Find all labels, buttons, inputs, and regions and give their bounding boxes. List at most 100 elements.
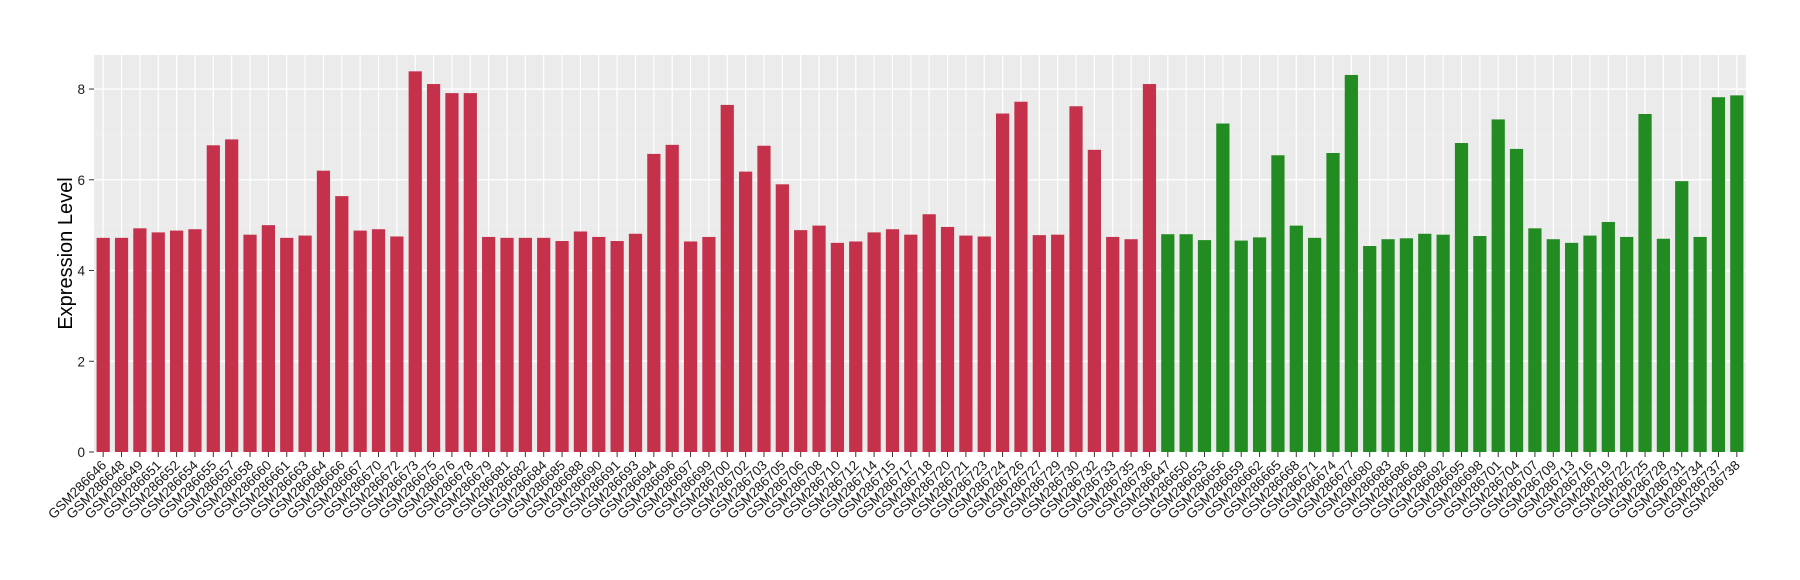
bar-GSM286701 bbox=[1491, 119, 1505, 452]
bar-GSM286734 bbox=[1693, 236, 1707, 452]
bar-GSM286684 bbox=[537, 237, 551, 452]
bar-GSM286647 bbox=[1161, 234, 1175, 452]
bar-GSM286726 bbox=[1014, 101, 1028, 452]
bar-GSM286682 bbox=[518, 237, 532, 452]
bar-GSM286720 bbox=[940, 226, 955, 452]
bar-GSM286723 bbox=[977, 236, 991, 452]
bar-GSM286676 bbox=[445, 93, 459, 452]
y-tick-label: 0 bbox=[77, 445, 85, 460]
y-axis: 0 2 4 6 8 bbox=[77, 82, 94, 460]
bar-GSM286736 bbox=[1142, 84, 1157, 452]
bar-GSM286693 bbox=[628, 233, 643, 452]
bar-GSM286735 bbox=[1124, 239, 1138, 452]
bar-GSM286665 bbox=[1271, 155, 1285, 452]
bar-GSM286662 bbox=[1252, 237, 1267, 452]
bar-GSM286728 bbox=[1656, 238, 1671, 452]
y-axis-title: Expression Level bbox=[55, 177, 77, 329]
bar-GSM286714 bbox=[867, 232, 881, 452]
bar-GSM286661 bbox=[280, 237, 294, 452]
bar-GSM286709 bbox=[1546, 239, 1560, 452]
bar-GSM286660 bbox=[261, 225, 275, 452]
bar-GSM286668 bbox=[1289, 225, 1303, 452]
bar-GSM286680 bbox=[1363, 246, 1377, 452]
bar-GSM286721 bbox=[959, 235, 973, 452]
bar-GSM286675 bbox=[426, 84, 441, 452]
bar-GSM286650 bbox=[1179, 234, 1193, 452]
bar-GSM286649 bbox=[133, 228, 147, 452]
bar-GSM286664 bbox=[316, 170, 331, 452]
bar-GSM286699 bbox=[702, 236, 716, 452]
bar-GSM286707 bbox=[1528, 228, 1542, 452]
bar-GSM286678 bbox=[463, 93, 477, 452]
bar-GSM286727 bbox=[1032, 235, 1046, 452]
bar-GSM286673 bbox=[408, 71, 422, 453]
y-tick-label: 6 bbox=[77, 173, 85, 188]
bar-GSM286686 bbox=[1399, 238, 1414, 452]
bar-GSM286653 bbox=[1197, 240, 1212, 452]
bar-GSM286670 bbox=[371, 229, 386, 452]
bar-GSM286732 bbox=[1087, 149, 1101, 452]
bar-GSM286724 bbox=[995, 113, 1010, 452]
bar-GSM286704 bbox=[1509, 148, 1524, 452]
bar-GSM286710 bbox=[830, 242, 845, 452]
bar-GSM286655 bbox=[206, 145, 220, 453]
bars bbox=[96, 71, 1744, 453]
plot-panel bbox=[94, 55, 1746, 452]
bar-GSM286657 bbox=[225, 139, 239, 452]
bar-GSM286700 bbox=[720, 104, 734, 452]
bar-GSM286659 bbox=[1234, 240, 1248, 452]
bar-GSM286705 bbox=[775, 184, 789, 452]
bar-GSM286681 bbox=[500, 237, 514, 452]
bar-GSM286713 bbox=[1565, 242, 1579, 452]
bar-GSM286706 bbox=[794, 230, 808, 452]
bar-GSM286712 bbox=[849, 241, 863, 452]
bar-GSM286679 bbox=[482, 236, 496, 452]
bar-GSM286697 bbox=[683, 241, 698, 452]
bar-GSM286715 bbox=[885, 229, 900, 452]
bar-GSM286719 bbox=[1601, 221, 1615, 452]
bar-GSM286690 bbox=[592, 236, 606, 452]
bar-GSM286667 bbox=[353, 230, 367, 452]
bar-GSM286702 bbox=[739, 171, 753, 453]
bar-GSM286730 bbox=[1069, 106, 1083, 452]
x-axis: GSM286646GSM286648GSM286649GSM286651GSM2… bbox=[45, 452, 1743, 522]
bar-GSM286733 bbox=[1106, 236, 1120, 452]
bar-GSM286696 bbox=[665, 144, 679, 452]
bar-GSM286694 bbox=[647, 153, 661, 452]
bar-GSM286651 bbox=[151, 232, 165, 452]
bar-GSM286652 bbox=[169, 230, 184, 452]
bar-GSM286716 bbox=[1583, 235, 1597, 452]
bar-GSM286689 bbox=[1418, 233, 1432, 452]
bar-GSM286683 bbox=[1381, 239, 1395, 452]
bar-GSM286677 bbox=[1344, 74, 1358, 452]
y-tick-label: 4 bbox=[77, 264, 85, 279]
bar-GSM286708 bbox=[812, 225, 826, 452]
bar-GSM286703 bbox=[757, 145, 771, 452]
bar-GSM286648 bbox=[114, 237, 129, 452]
bar-GSM286654 bbox=[188, 229, 202, 452]
bar-GSM286658 bbox=[243, 234, 257, 452]
bar-GSM286731 bbox=[1675, 181, 1689, 452]
bar-GSM286717 bbox=[904, 234, 918, 452]
bar-GSM286672 bbox=[390, 236, 404, 452]
bar-GSM286691 bbox=[610, 241, 624, 452]
y-tick-label: 2 bbox=[77, 354, 85, 369]
bar-GSM286737 bbox=[1711, 97, 1726, 452]
bar-GSM286671 bbox=[1308, 237, 1322, 452]
bar-GSM286729 bbox=[1051, 234, 1065, 452]
bar-GSM286656 bbox=[1216, 123, 1230, 452]
bar-GSM286698 bbox=[1473, 236, 1487, 452]
bar-GSM286663 bbox=[298, 235, 312, 452]
bar-GSM286688 bbox=[573, 231, 588, 452]
y-tick-label: 8 bbox=[77, 82, 85, 97]
bar-GSM286725 bbox=[1638, 113, 1652, 453]
bar-GSM286692 bbox=[1436, 234, 1450, 452]
bar-GSM286722 bbox=[1620, 236, 1634, 452]
bar-GSM286738 bbox=[1730, 95, 1744, 453]
bar-GSM286718 bbox=[922, 214, 936, 452]
bar-GSM286666 bbox=[335, 196, 349, 452]
bar-GSM286695 bbox=[1454, 143, 1469, 452]
bar-GSM286685 bbox=[555, 241, 569, 452]
